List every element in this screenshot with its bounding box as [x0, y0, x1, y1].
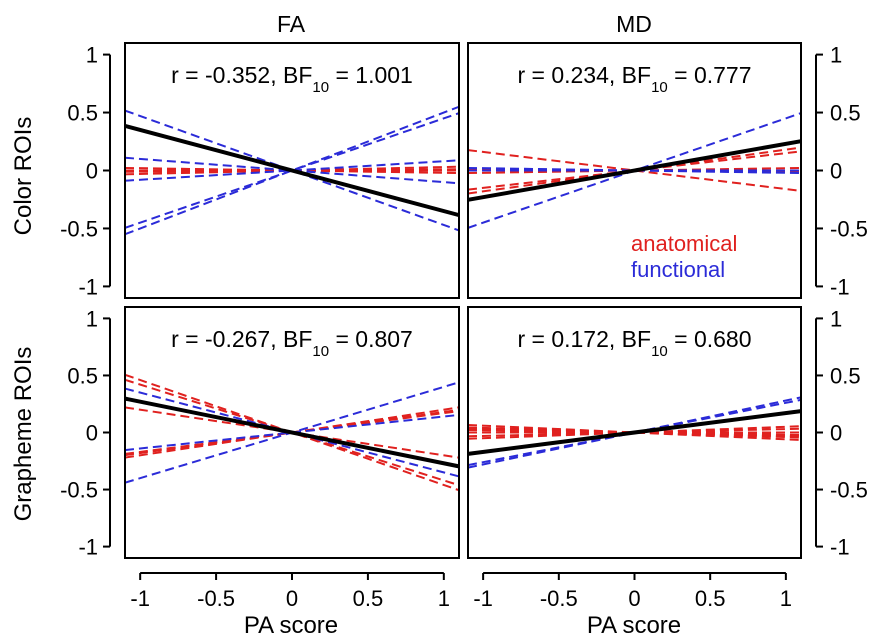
- panel-frame: [124, 42, 460, 299]
- y-tick-label: 0: [86, 159, 98, 184]
- x-tick-label: -0.5: [540, 586, 578, 611]
- mean-regression-line: [467, 409, 802, 456]
- functional-line: [124, 109, 460, 232]
- y-tick-label: 0.5: [830, 363, 861, 388]
- y-axis-left: 1 0.5 0 -0.5 -1: [60, 306, 111, 560]
- x-tick-label: -1: [130, 586, 150, 611]
- y-tick-label: -1: [78, 274, 98, 299]
- panel-stat-text: r = 0.172, BF10 = 0.680: [517, 326, 751, 360]
- column-title-md: MD: [616, 11, 652, 37]
- x-tick-label: 0: [628, 586, 640, 611]
- x-tick-label: 0: [286, 586, 298, 611]
- y-tick-label: 0.5: [67, 363, 98, 388]
- x-axis-label-md: PA score: [587, 612, 681, 639]
- panel-fa-color: r = -0.352, BF10 = 1.001 1 0.5 0 -0.5 -1: [60, 42, 460, 299]
- row-label-grapheme-rois: Grapheme ROIs: [10, 347, 37, 522]
- y-tick-label: 0.5: [67, 101, 98, 126]
- y-tick-label: 0.5: [830, 101, 861, 126]
- y-axis-left: 1 0.5 0 -0.5 -1: [60, 43, 111, 299]
- panel-md-color: r = 0.234, BF10 = 0.777 1 0.5 0 -0.5 -1 anatom…: [467, 42, 868, 299]
- legend-item-functional: functional: [631, 257, 725, 282]
- y-tick-label: 1: [830, 43, 842, 68]
- x-tick-label: -1: [473, 586, 493, 611]
- panel-stat-text: r = 0.234, BF10 = 0.777: [517, 62, 751, 96]
- y-tick-label: 0: [830, 159, 842, 184]
- y-tick-label: -0.5: [830, 216, 868, 241]
- panel-md-grapheme: r = 0.172, BF10 = 0.680 1 0.5 0 -0.5 -1 -1 -0.5…: [467, 306, 868, 611]
- y-tick-label: -0.5: [60, 478, 98, 503]
- x-tick-label: -0.5: [197, 586, 235, 611]
- y-tick-label: 0: [86, 421, 98, 446]
- x-axis: -1 -0.5 0 0.5 1: [130, 572, 450, 611]
- functional-line: [124, 105, 460, 236]
- panel-stat-text: r = -0.267, BF10 = 0.807: [171, 326, 413, 360]
- y-tick-label: 1: [86, 43, 98, 68]
- panel-frame: [467, 306, 802, 559]
- y-tick-label: 1: [86, 306, 98, 331]
- x-tick-label: 1: [780, 586, 792, 611]
- x-axis: -1 -0.5 0 0.5 1: [473, 572, 792, 611]
- column-title-fa: FA: [277, 11, 306, 37]
- x-tick-label: 0.5: [695, 586, 726, 611]
- y-tick-label: -0.5: [830, 478, 868, 503]
- mean-regression-line: [124, 396, 460, 469]
- y-tick-label: 1: [830, 306, 842, 331]
- y-tick-label: -1: [78, 535, 98, 560]
- panel-fa-grapheme: r = -0.267, BF10 = 0.807 1 0.5 0 -0.5 -1 -1 -0.…: [60, 306, 460, 611]
- panel-frame: [467, 42, 802, 299]
- y-tick-label: -1: [830, 535, 850, 560]
- legend-item-anatomical: anatomical: [631, 231, 737, 256]
- y-tick-label: 0: [830, 421, 842, 446]
- y-tick-label: -0.5: [60, 216, 98, 241]
- y-tick-label: -1: [830, 274, 850, 299]
- mean-regression-line: [124, 123, 460, 218]
- x-tick-label: 1: [438, 586, 450, 611]
- x-tick-label: 0.5: [353, 586, 384, 611]
- y-axis-right: 1 0.5 0 -0.5 -1: [815, 43, 868, 299]
- x-axis-label-fa: PA score: [244, 612, 338, 639]
- y-axis-right: 1 0.5 0 -0.5 -1: [815, 306, 868, 560]
- panel-frame: [124, 306, 460, 559]
- panel-stat-text: r = -0.352, BF10 = 1.001: [171, 62, 413, 96]
- row-label-color-rois: Color ROIs: [10, 117, 37, 236]
- mean-regression-line: [467, 139, 802, 202]
